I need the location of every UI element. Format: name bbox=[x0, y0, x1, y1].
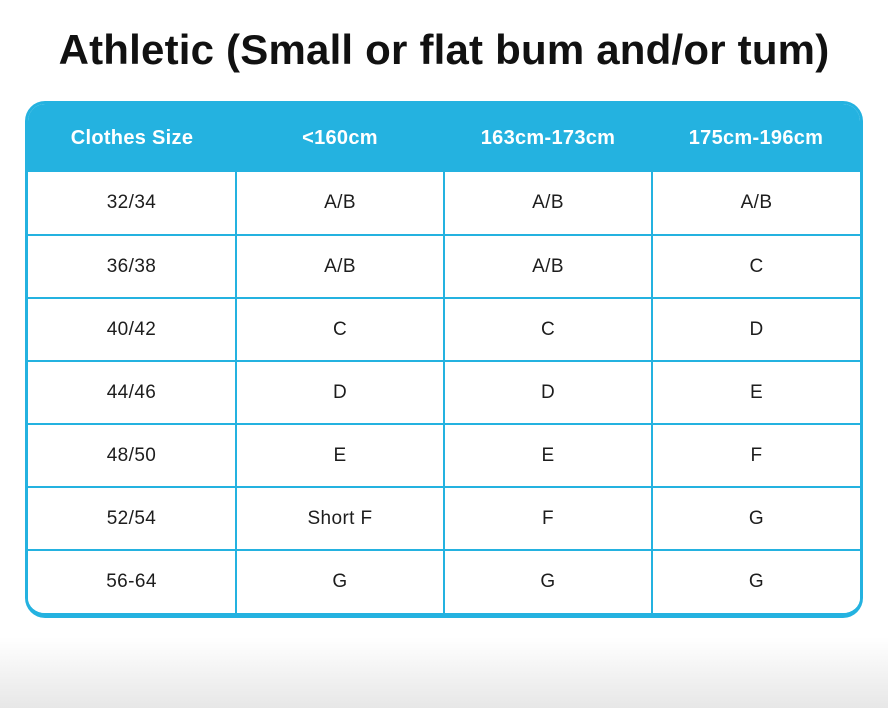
table-row: 48/50 E E F bbox=[28, 423, 860, 489]
clothes-size-cell: 36/38 bbox=[28, 234, 237, 300]
cup-size-cell: C bbox=[651, 234, 860, 300]
size-table-grid: Clothes Size <160cm 163cm-173cm 175cm-196cm… bbox=[28, 104, 860, 614]
cup-size-cell: E bbox=[651, 360, 860, 426]
cup-size-cell: E bbox=[443, 423, 653, 489]
size-table: Clothes Size <160cm 163cm-173cm 175cm-196cm… bbox=[25, 101, 863, 619]
cup-size-cell: G bbox=[651, 486, 860, 552]
cup-size-cell: A/B bbox=[443, 172, 653, 237]
clothes-size-cell: 52/54 bbox=[28, 486, 237, 552]
cup-size-cell: F bbox=[651, 423, 860, 489]
cup-size-cell: D bbox=[235, 360, 445, 426]
cup-size-cell: G bbox=[651, 549, 860, 614]
column-header: <160cm bbox=[236, 104, 444, 173]
column-header: 163cm-173cm bbox=[444, 104, 652, 173]
table-header: Clothes Size <160cm 163cm-173cm 175cm-196cm bbox=[28, 104, 860, 173]
column-header: Clothes Size bbox=[28, 104, 236, 173]
clothes-size-cell: 56-64 bbox=[28, 549, 237, 614]
cup-size-cell: D bbox=[651, 297, 860, 363]
table-body: 32/34 A/B A/B A/B 36/38 A/B A/B C 40/42 C C D 44/46 D… bbox=[28, 172, 860, 614]
cup-size-cell: A/B bbox=[651, 172, 860, 237]
cup-size-cell: C bbox=[443, 297, 653, 363]
cup-size-cell: G bbox=[235, 549, 445, 614]
cup-size-cell: F bbox=[443, 486, 653, 552]
clothes-size-cell: 32/34 bbox=[28, 172, 237, 237]
size-chart-page: Athletic (Small or flat bum and/or tum) … bbox=[0, 24, 888, 619]
cup-size-cell: A/B bbox=[443, 234, 653, 300]
clothes-size-cell: 48/50 bbox=[28, 423, 237, 489]
table-row: 36/38 A/B A/B C bbox=[28, 234, 860, 300]
table-header-row: Clothes Size <160cm 163cm-173cm 175cm-196cm bbox=[28, 104, 860, 173]
cup-size-cell: C bbox=[235, 297, 445, 363]
table-row: 44/46 D D E bbox=[28, 360, 860, 426]
table-row: 32/34 A/B A/B A/B bbox=[28, 172, 860, 237]
column-header: 175cm-196cm bbox=[652, 104, 860, 173]
cup-size-cell: G bbox=[443, 549, 653, 614]
clothes-size-cell: 44/46 bbox=[28, 360, 237, 426]
table-row: 56-64 G G G bbox=[28, 549, 860, 614]
table-row: 40/42 C C D bbox=[28, 297, 860, 363]
cup-size-cell: Short F bbox=[235, 486, 445, 552]
cup-size-cell: E bbox=[235, 423, 445, 489]
page-title: Athletic (Small or flat bum and/or tum) bbox=[58, 26, 830, 73]
cup-size-cell: D bbox=[443, 360, 653, 426]
cup-size-cell: A/B bbox=[235, 172, 445, 237]
clothes-size-cell: 40/42 bbox=[28, 297, 237, 363]
cup-size-cell: A/B bbox=[235, 234, 445, 300]
